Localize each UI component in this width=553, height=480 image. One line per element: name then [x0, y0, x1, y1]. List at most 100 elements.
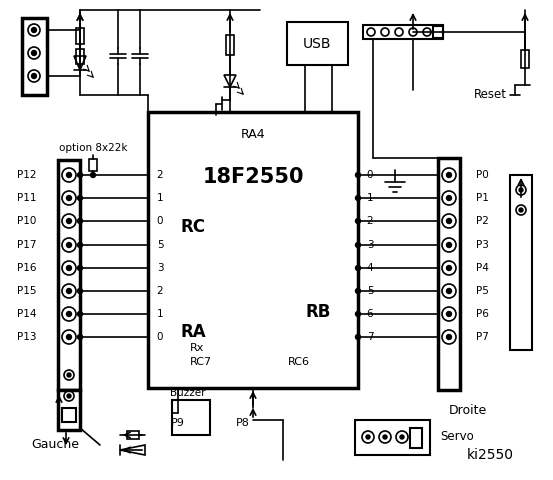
Circle shape [66, 218, 71, 224]
Text: 1: 1 [156, 193, 163, 203]
Text: 4: 4 [367, 263, 373, 273]
Circle shape [356, 195, 361, 201]
Bar [410, 428, 422, 448]
Text: option 8x22k: option 8x22k [59, 143, 127, 153]
Circle shape [446, 265, 451, 271]
Bar [127, 431, 138, 439]
Circle shape [77, 312, 82, 316]
Circle shape [446, 195, 451, 201]
Text: P13: P13 [17, 332, 36, 342]
Bar [89, 159, 97, 171]
Text: P17: P17 [17, 240, 36, 250]
Circle shape [77, 195, 82, 201]
Bar [363, 25, 443, 39]
Text: 2: 2 [156, 170, 163, 180]
Bar [433, 26, 443, 38]
Text: RC7: RC7 [190, 357, 212, 367]
Text: P11: P11 [17, 193, 36, 203]
Text: P10: P10 [17, 216, 36, 226]
Text: P16: P16 [17, 263, 36, 273]
Text: 0: 0 [367, 170, 373, 180]
Text: 6: 6 [367, 309, 373, 319]
Circle shape [519, 208, 523, 212]
Bar [226, 35, 234, 55]
Text: Gauche: Gauche [31, 439, 79, 452]
Text: 3: 3 [367, 240, 373, 250]
Text: P2: P2 [476, 216, 488, 226]
Circle shape [66, 265, 71, 271]
Text: Servo: Servo [440, 431, 474, 444]
Text: 1: 1 [156, 309, 163, 319]
Bar [521, 50, 529, 68]
Circle shape [66, 288, 71, 293]
Text: ki2550: ki2550 [467, 448, 514, 462]
Bar [62, 408, 76, 422]
Bar [148, 112, 358, 388]
Text: P3: P3 [476, 240, 488, 250]
Circle shape [356, 218, 361, 224]
Text: P0: P0 [476, 170, 488, 180]
Circle shape [77, 172, 82, 178]
Circle shape [67, 373, 71, 377]
Text: 3: 3 [156, 263, 163, 273]
Text: P15: P15 [17, 286, 36, 296]
Text: 18F2550: 18F2550 [202, 167, 304, 187]
Text: P1: P1 [476, 193, 488, 203]
Circle shape [356, 265, 361, 271]
Text: RA: RA [180, 323, 206, 341]
Text: 5: 5 [156, 240, 163, 250]
Circle shape [67, 394, 71, 398]
Circle shape [91, 172, 96, 178]
Circle shape [446, 335, 451, 339]
Text: 1: 1 [367, 193, 373, 203]
Text: P9: P9 [171, 418, 185, 428]
Bar [438, 158, 460, 390]
Bar [60, 400, 78, 415]
Circle shape [356, 172, 361, 178]
Text: RB: RB [305, 303, 331, 321]
Circle shape [446, 242, 451, 248]
Text: 2: 2 [367, 216, 373, 226]
Bar [510, 175, 532, 350]
Circle shape [77, 335, 82, 339]
Text: P6: P6 [476, 309, 488, 319]
Circle shape [356, 312, 361, 316]
Circle shape [519, 188, 523, 192]
Text: P7: P7 [476, 332, 488, 342]
Circle shape [356, 288, 361, 293]
Text: RC: RC [180, 218, 206, 236]
Bar [22, 18, 47, 95]
Text: P14: P14 [17, 309, 36, 319]
Circle shape [356, 242, 361, 248]
Circle shape [66, 312, 71, 316]
Text: Droite: Droite [449, 404, 487, 417]
Circle shape [77, 218, 82, 224]
Text: Buzzer: Buzzer [170, 388, 206, 398]
Circle shape [446, 218, 451, 224]
Text: RC6: RC6 [288, 357, 310, 367]
Circle shape [77, 242, 82, 248]
Text: 0: 0 [156, 332, 163, 342]
Bar [76, 28, 84, 44]
Bar [58, 390, 80, 430]
Circle shape [446, 172, 451, 178]
Text: 2: 2 [156, 286, 163, 296]
Bar [355, 420, 430, 455]
Circle shape [66, 242, 71, 248]
Text: P12: P12 [17, 170, 36, 180]
Circle shape [66, 195, 71, 201]
Text: P4: P4 [476, 263, 488, 273]
Circle shape [366, 435, 370, 439]
Text: Reset: Reset [473, 88, 507, 101]
Text: Rx: Rx [190, 343, 205, 353]
Circle shape [77, 265, 82, 271]
Bar [172, 400, 210, 435]
Text: P5: P5 [476, 286, 488, 296]
Text: RA4: RA4 [241, 128, 265, 141]
Circle shape [32, 27, 36, 33]
Circle shape [32, 50, 36, 56]
Bar [76, 49, 84, 64]
Circle shape [356, 335, 361, 339]
Text: P8: P8 [236, 418, 250, 428]
Circle shape [383, 435, 387, 439]
